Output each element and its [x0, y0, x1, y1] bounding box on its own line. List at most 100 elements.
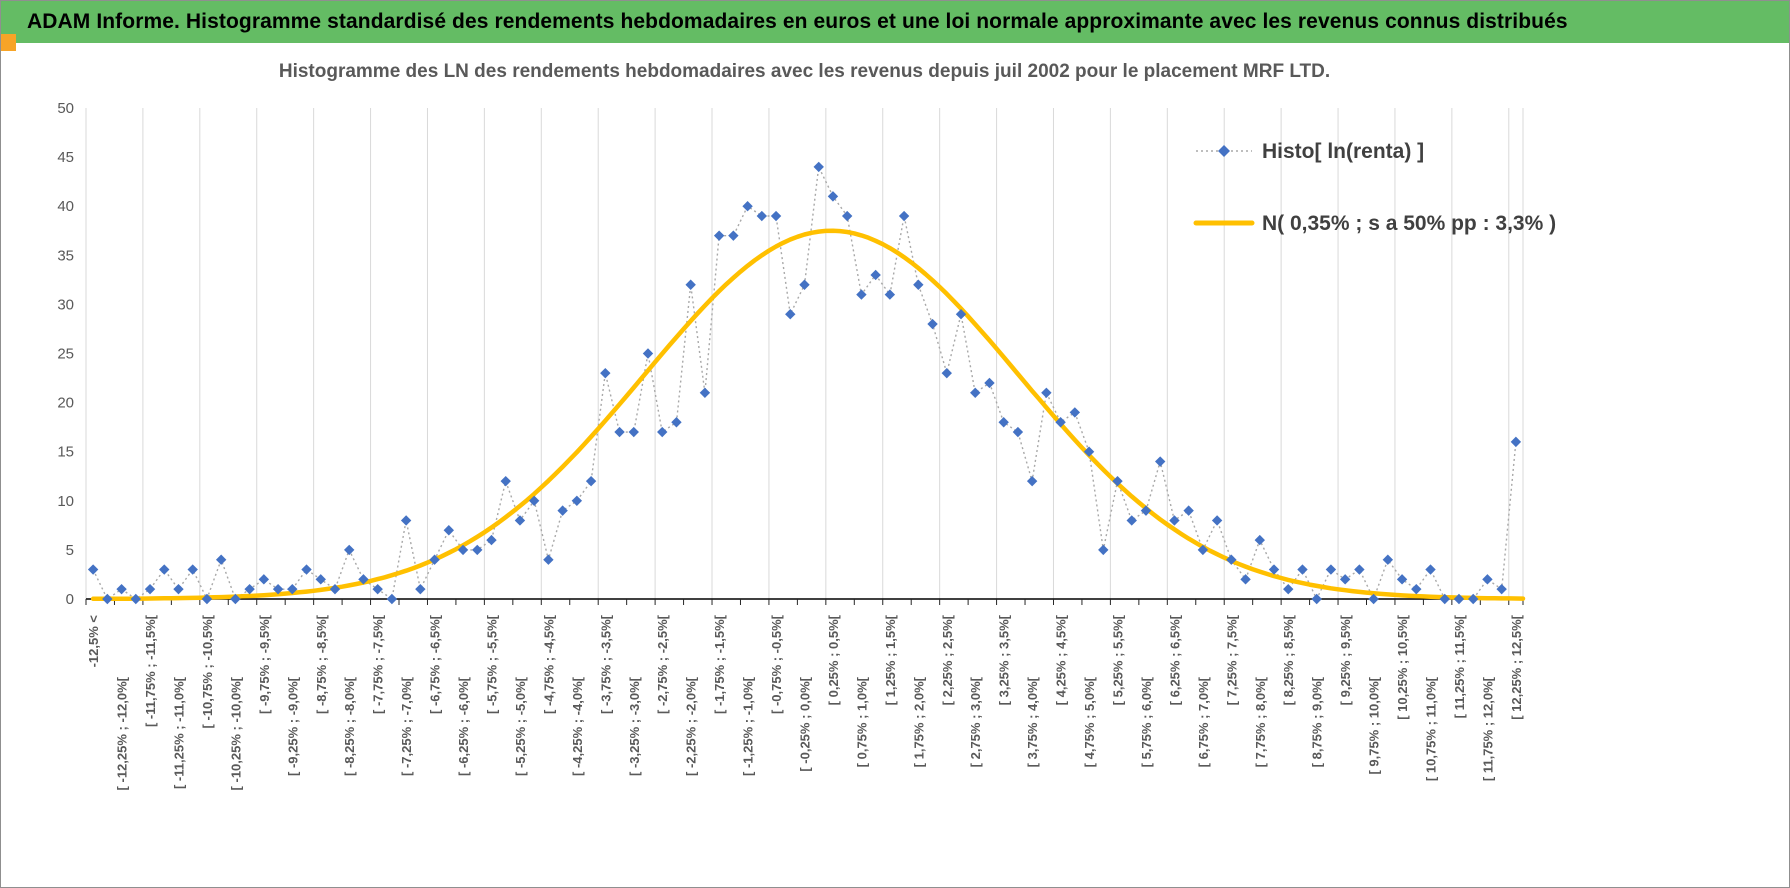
data-point-diamond: [642, 348, 654, 359]
data-point-diamond: [841, 210, 853, 222]
x-axis-tick-label: [ -7,75% ; -7,5%[: [371, 614, 386, 714]
x-axis-tick-label: [ -2,75% ; -2,5%[: [655, 614, 670, 714]
x-axis-tick-label: [ -1,75% ; -1,5%[: [712, 614, 727, 714]
data-point-diamond: [827, 191, 839, 202]
data-point-diamond: [713, 230, 725, 241]
data-point-diamond: [1069, 407, 1081, 418]
data-point-diamond: [1368, 593, 1379, 605]
banner-title: ADAM Informe. Histogramme standardisé de…: [27, 10, 1568, 33]
data-point-diamond: [1183, 505, 1194, 516]
x-axis-tick-label: [ -9,25% ; -9,0%[: [285, 676, 300, 776]
x-axis-tick-label: [ 9,75% ; 10,0%[: [1367, 676, 1382, 774]
x-axis-tick-label: [ -7,25% ; -7,0%[: [399, 676, 414, 776]
data-point-diamond: [1482, 574, 1493, 585]
data-point-diamond: [799, 279, 810, 290]
data-point-diamond: [1012, 426, 1024, 438]
data-point-diamond: [970, 387, 981, 398]
data-point-diamond: [913, 279, 924, 290]
y-axis-tick-label: 50: [57, 100, 74, 117]
data-point-diamond: [955, 309, 967, 320]
data-point-diamond: [244, 583, 255, 595]
chart-title: Histogramme des LN des rendements hebdom…: [278, 61, 1331, 82]
data-point-diamond: [941, 367, 952, 379]
y-axis-tick-label: 5: [66, 542, 74, 559]
x-axis-tick-label: [ -4,75% ; -4,5%[: [541, 614, 556, 714]
data-point-diamond: [1169, 515, 1180, 526]
data-point-diamond: [144, 583, 156, 595]
x-axis-tick-label: [ -8,75% ; -8,5%[: [314, 614, 329, 714]
x-axis-tick-label: [ 12,25% ; 12,5%[: [1509, 614, 1524, 719]
data-point-diamond: [628, 426, 639, 438]
data-point-diamond: [87, 564, 99, 575]
data-point-diamond: [230, 593, 241, 605]
x-axis-tick-label: [ 0,75% ; 1,0%[: [854, 676, 869, 767]
data-point-diamond: [557, 505, 568, 516]
data-point-diamond: [514, 515, 526, 526]
data-point-diamond: [614, 426, 625, 438]
x-axis-tick-label: [ 10,25% ; 10,5%[: [1395, 614, 1410, 719]
data-point-diamond: [329, 583, 341, 595]
data-point-diamond: [1311, 593, 1322, 605]
x-axis-tick-label: [ -11,75% ; -11,5%[: [143, 614, 158, 727]
data-point-diamond: [742, 201, 753, 212]
data-point-diamond: [130, 593, 141, 605]
x-axis-tick-label: [ 0,25% ; 0,5%[: [826, 614, 841, 705]
data-point-diamond: [272, 583, 284, 595]
accent-marker: [1, 34, 16, 51]
data-point-diamond: [1382, 554, 1394, 565]
data-point-diamond: [927, 318, 938, 330]
data-point-diamond: [1396, 574, 1408, 585]
data-point-diamond: [870, 269, 881, 281]
data-point-diamond: [756, 210, 768, 222]
data-point-diamond: [486, 534, 497, 546]
data-point-diamond: [1254, 534, 1265, 546]
y-axis-tick-label: 10: [57, 493, 74, 510]
y-axis: 0 5 10 15 20 25 30 35 40 45 50: [57, 100, 74, 608]
data-point-diamond: [187, 564, 198, 575]
y-axis-tick-label: 40: [57, 198, 74, 215]
x-axis-tick-label: [ 2,25% ; 2,5%[: [940, 614, 955, 705]
legend-diamond-marker: [1218, 145, 1230, 157]
data-point-diamond: [258, 574, 270, 585]
data-point-diamond: [1041, 387, 1052, 398]
x-axis-tick-label: [ 6,25% ; 6,5%[: [1167, 614, 1182, 705]
x-axis-tick-label: [ -10,25% ; -10,0%[: [228, 676, 243, 790]
data-point-diamond: [457, 544, 469, 556]
data-point-diamond: [1425, 564, 1436, 575]
data-point-diamond: [528, 495, 540, 506]
x-axis-tick-label: -12,5% <: [86, 615, 101, 668]
data-point-diamond: [1439, 593, 1450, 605]
data-point-diamond: [1026, 475, 1038, 487]
data-point-diamond: [1496, 583, 1507, 595]
x-axis-tick-label: [ -5,25% ; -5,0%[: [513, 676, 528, 776]
data-point-diamond: [1325, 564, 1337, 575]
data-point-diamond: [728, 230, 739, 241]
data-point-diamond: [1510, 436, 1522, 448]
data-point-diamond: [770, 210, 782, 222]
x-axis-tick-label: [ -2,25% ; -2,0%[: [684, 676, 699, 776]
x-axis-tick-label: [ 7,75% ; 8,0%[: [1253, 676, 1268, 767]
legend: Histo[ ln(renta) ] N( 0,35% ; s a 50% pp …: [1193, 140, 1556, 235]
legend-histogram-label: Histo[ ln(renta) ]: [1262, 140, 1424, 163]
x-axis-tick-label: [ 5,25% ; 5,5%[: [1111, 614, 1126, 705]
data-point-diamond: [358, 574, 369, 585]
y-axis-tick-label: 35: [57, 247, 74, 264]
x-axis-tick-label: [ -6,25% ; -6,0%[: [456, 676, 471, 776]
data-point-diamond: [1297, 564, 1308, 575]
legend-normal-label: N( 0,35% ; s a 50% pp : 3,3% ): [1262, 212, 1556, 235]
x-axis-tick-label: [ -4,25% ; -4,0%[: [570, 676, 585, 776]
x-axis-tick-label: [ 11,75% ; 12,0%[: [1480, 676, 1495, 781]
data-point-diamond: [443, 525, 455, 536]
x-axis-tick-label: [ 3,25% ; 3,5%[: [997, 614, 1012, 705]
data-point-diamond: [102, 593, 113, 605]
data-point-diamond: [898, 210, 910, 222]
x-axis-tick-label: [ -9,75% ; -9,5%[: [257, 614, 272, 714]
data-point-diamond: [998, 417, 1009, 428]
data-point-diamond: [500, 475, 511, 487]
x-axis-tick-label: [ 4,75% ; 5,0%[: [1082, 676, 1097, 767]
y-axis-tick-label: 45: [57, 149, 74, 166]
x-axis-tick-label: [ 10,75% ; 11,0%[: [1424, 676, 1439, 781]
data-point-diamond: [699, 387, 711, 398]
y-axis-tick-label: 30: [57, 296, 74, 313]
